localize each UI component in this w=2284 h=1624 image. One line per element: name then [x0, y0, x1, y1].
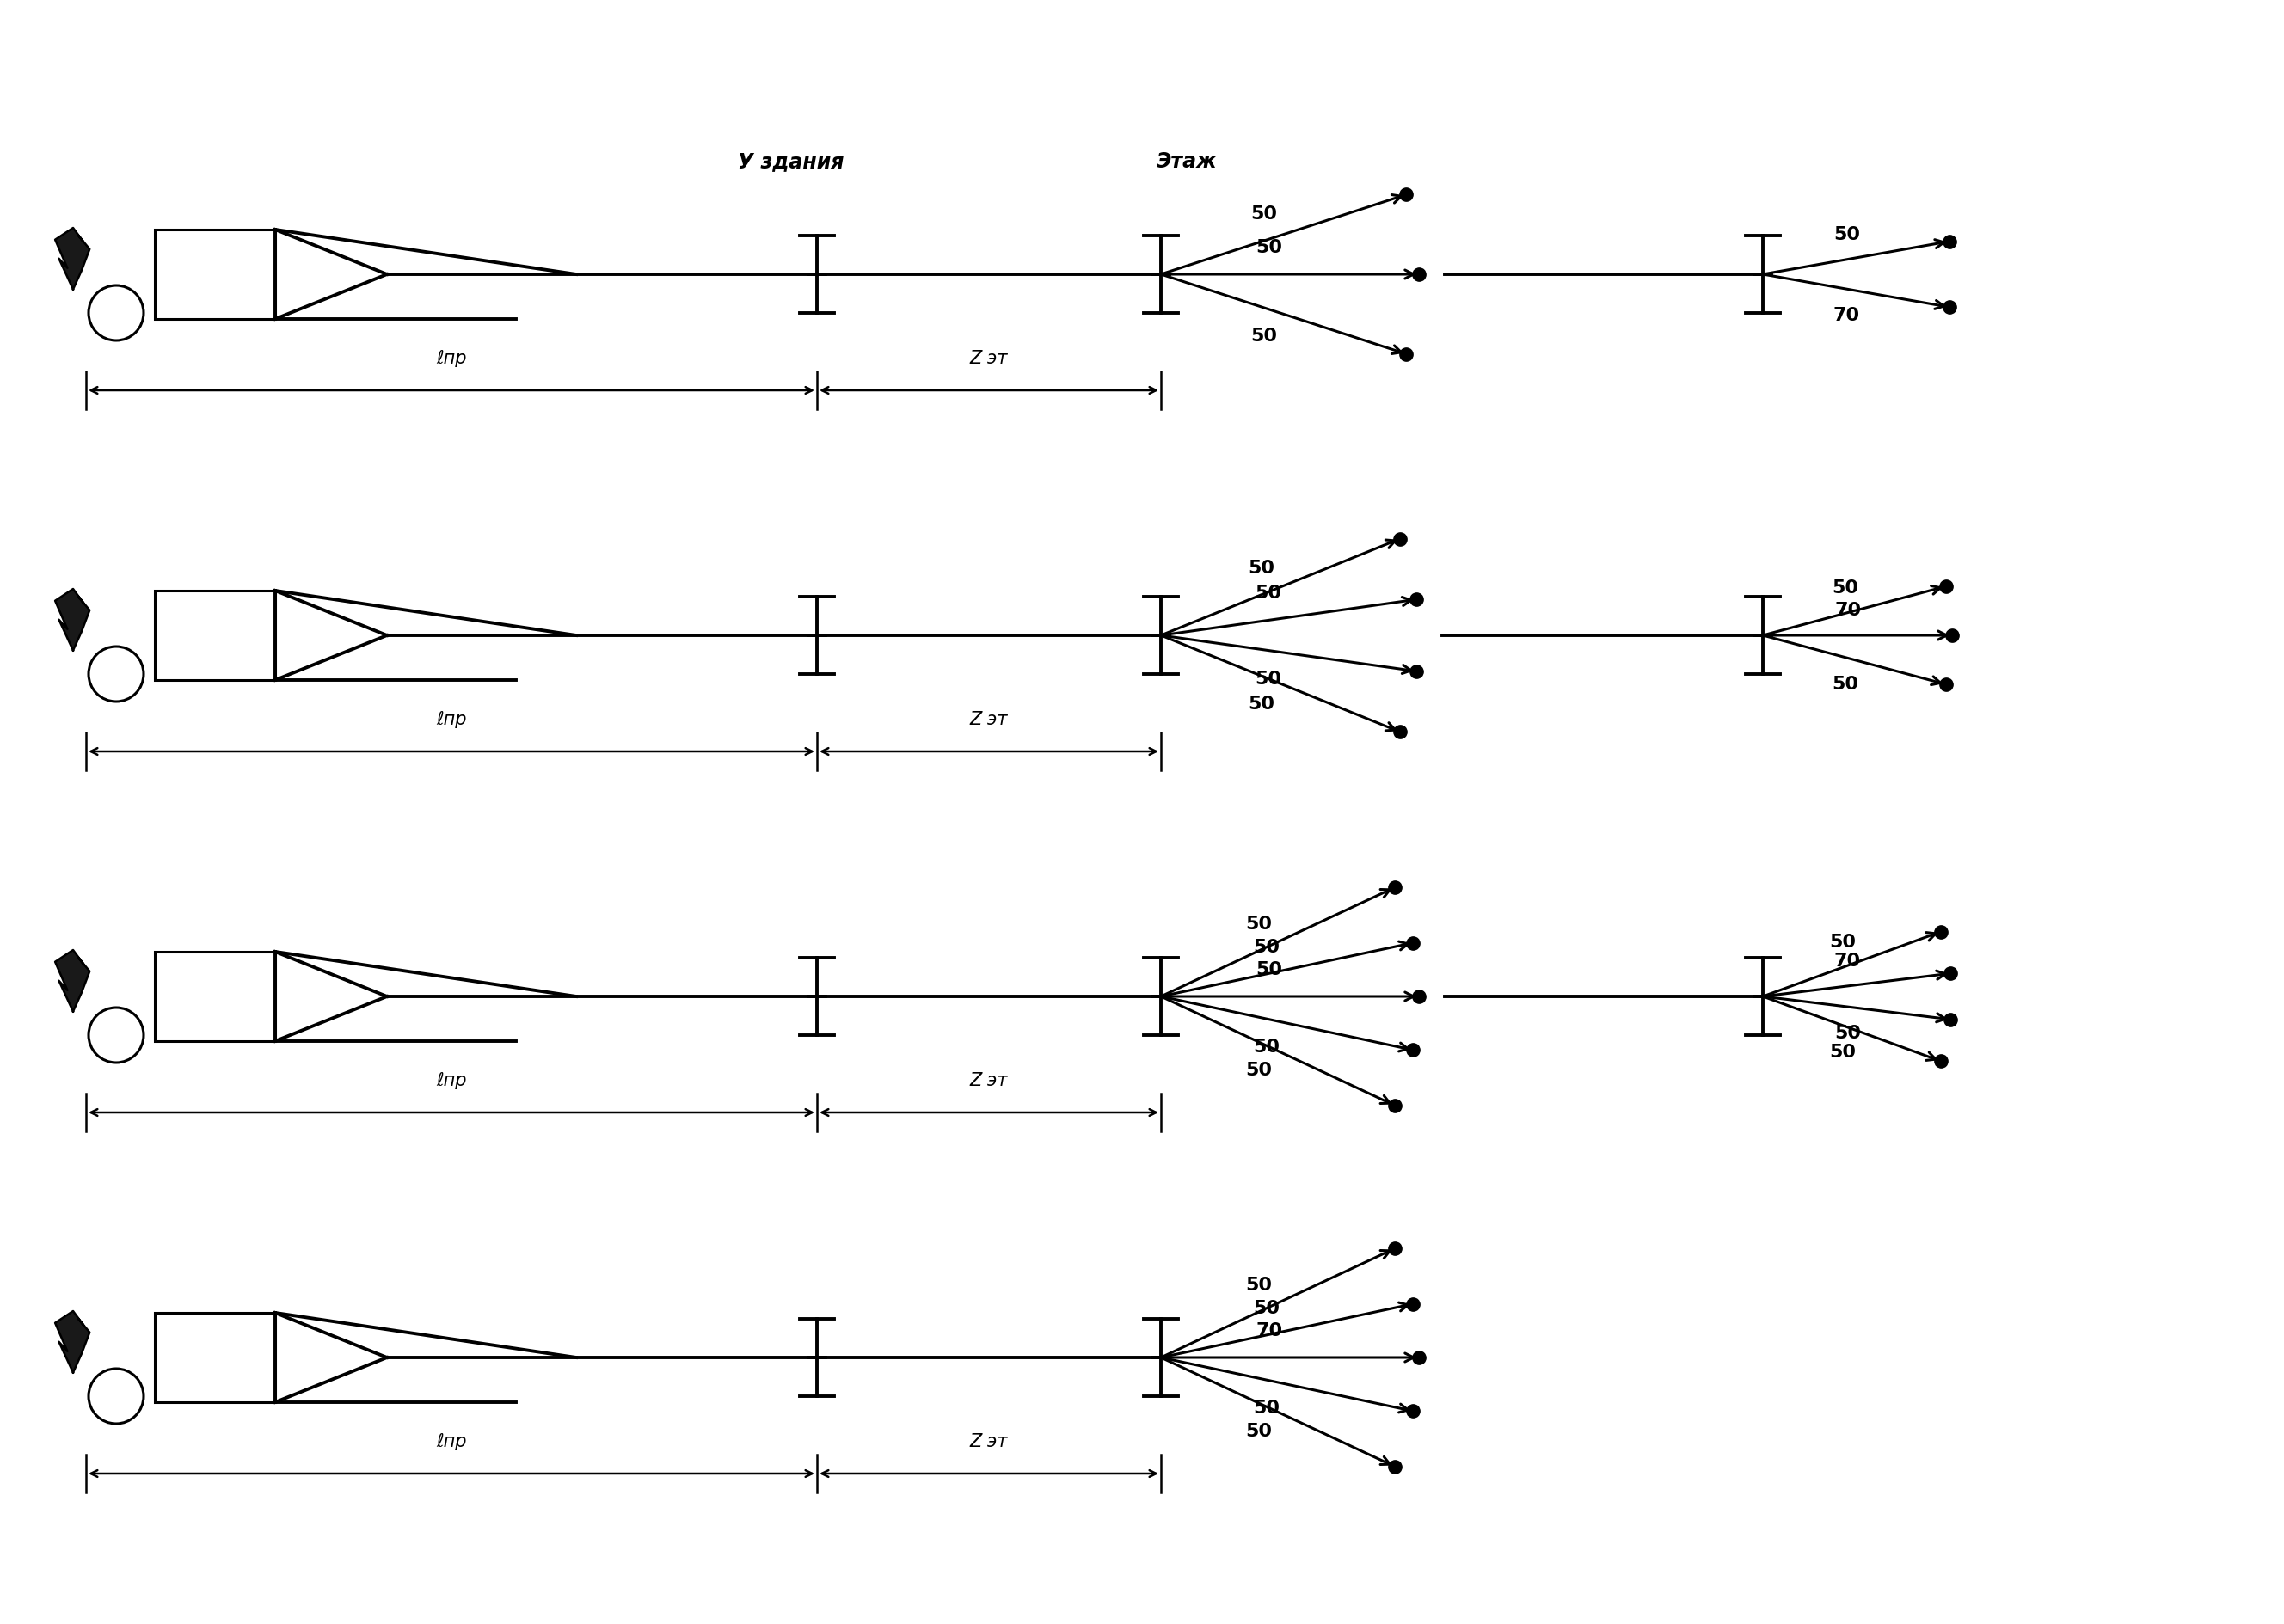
Text: 70: 70 [1834, 307, 1859, 325]
Text: 50: 50 [1829, 1043, 1857, 1060]
Text: Z эт: Z эт [971, 1072, 1007, 1088]
Text: 50: 50 [1254, 1038, 1281, 1056]
Text: 50: 50 [1252, 328, 1277, 344]
Text: ℓпр: ℓпр [436, 711, 466, 728]
Bar [155, 1312, 274, 1402]
Text: Z эт: Z эт [971, 1432, 1007, 1450]
Text: 50: 50 [1254, 669, 1281, 687]
Text: 50: 50 [1245, 1423, 1272, 1439]
Text: 50: 50 [1256, 239, 1284, 257]
Text: 50: 50 [1256, 961, 1284, 978]
Text: Z эт: Z эт [971, 711, 1007, 728]
Text: 50: 50 [1245, 914, 1272, 932]
Text: ℓпр: ℓпр [436, 1432, 466, 1450]
Text: 50: 50 [1834, 226, 1859, 244]
Bar [155, 231, 274, 320]
Text: 50: 50 [1832, 676, 1859, 692]
Text: ℓпр: ℓпр [436, 349, 466, 367]
Text: 50: 50 [1245, 1276, 1272, 1293]
Text: 50: 50 [1245, 1062, 1272, 1078]
Bar [155, 591, 274, 680]
Polygon shape [55, 229, 89, 291]
Text: 50: 50 [1247, 695, 1274, 713]
Text: ℓпр: ℓпр [436, 1072, 466, 1088]
Text: 70: 70 [1834, 601, 1861, 619]
Text: 50: 50 [1254, 585, 1281, 603]
Text: 50: 50 [1829, 934, 1857, 950]
Text: 50: 50 [1834, 1025, 1861, 1041]
Text: Z эт: Z эт [971, 349, 1007, 367]
Polygon shape [55, 590, 89, 651]
Text: 70: 70 [1834, 952, 1861, 970]
Text: 50: 50 [1247, 559, 1274, 577]
Text: 50: 50 [1832, 580, 1859, 596]
Bar [155, 952, 274, 1041]
Text: 50: 50 [1254, 939, 1281, 955]
Text: 50: 50 [1254, 1299, 1281, 1315]
Text: 50: 50 [1252, 205, 1277, 222]
Polygon shape [55, 950, 89, 1012]
Text: 70: 70 [1256, 1322, 1284, 1338]
Text: У здания: У здания [738, 151, 845, 172]
Polygon shape [55, 1311, 89, 1372]
Text: Этаж: Этаж [1156, 151, 1217, 172]
Text: 50: 50 [1254, 1398, 1281, 1416]
